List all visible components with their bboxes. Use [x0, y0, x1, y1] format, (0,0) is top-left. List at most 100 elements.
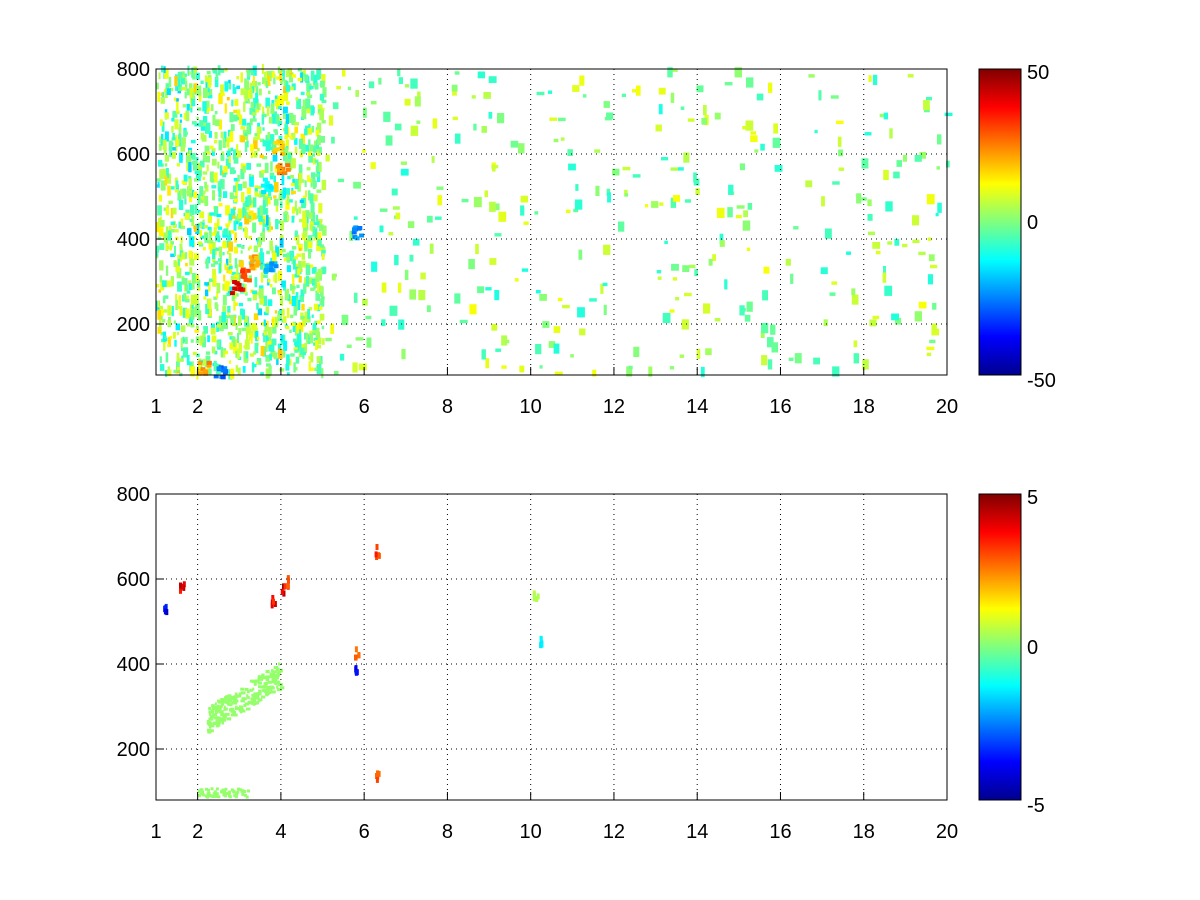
top-heatmap-cell: [206, 151, 211, 155]
top-heatmap-cell: [295, 356, 300, 364]
top-heatmap-cell: [193, 225, 197, 232]
top-heatmap-cell: [277, 123, 281, 127]
top-heatmap-cell: [353, 216, 358, 220]
top-heatmap-cell: [182, 307, 188, 318]
top-heatmap-cell: [234, 198, 239, 203]
bottom-heatmap-cell: [223, 789, 227, 793]
top-heatmap-cell: [575, 184, 579, 191]
top-heatmap-cell: [311, 153, 315, 157]
top-heatmap-cell: [266, 106, 270, 117]
bottom-y-tick-label: 200: [117, 739, 150, 761]
top-feature-cell: [261, 183, 266, 188]
top-heatmap-cell: [212, 248, 216, 260]
top-heatmap-cell: [290, 251, 293, 262]
top-heatmap-cell: [216, 340, 220, 348]
bottom-heatmap-cell: [277, 673, 280, 677]
top-heatmap-cell: [202, 171, 208, 175]
top-heatmap-cell: [404, 84, 410, 88]
top-heatmap-cell: [178, 199, 184, 210]
top-heatmap-cell: [320, 244, 324, 248]
top-heatmap-cell: [306, 275, 310, 286]
top-heatmap-cell: [159, 169, 163, 180]
top-heatmap-cell: [222, 283, 227, 291]
top-heatmap-cell: [301, 179, 305, 183]
top-heatmap-cell: [280, 334, 284, 342]
top-heatmap-cell: [188, 317, 194, 324]
top-heatmap-cell: [489, 258, 497, 265]
top-heatmap-cell: [256, 358, 262, 365]
top-heatmap-cell: [169, 243, 172, 251]
top-heatmap-cell: [265, 363, 271, 367]
top-heatmap-cell: [270, 134, 275, 145]
top-heatmap-cell: [292, 178, 295, 186]
top-heatmap-cell: [214, 247, 220, 251]
top-feature-cell: [220, 368, 226, 373]
bottom-heatmap-cell: [222, 793, 226, 797]
top-heatmap-cell: [226, 97, 230, 101]
top-x-tick-label: 2: [192, 396, 203, 418]
bottom-x-tick-label: 1: [150, 821, 161, 843]
top-heatmap-cell: [349, 230, 354, 241]
top-heatmap-cell: [182, 104, 187, 108]
top-feature-cell: [206, 363, 212, 368]
top-heatmap-cell: [902, 243, 908, 248]
top-heatmap-cell: [275, 246, 280, 257]
top-heatmap-cell: [203, 296, 207, 300]
top-heatmap-cell: [159, 220, 165, 227]
bottom-heatmap-cell: [278, 662, 281, 666]
top-heatmap-cell: [719, 240, 725, 247]
top-heatmap-cell: [175, 184, 179, 192]
top-heatmap-cell: [267, 279, 271, 283]
top-heatmap-cell: [568, 163, 576, 171]
top-heatmap-cell: [233, 300, 236, 311]
top-heatmap-cell: [296, 253, 302, 257]
top-heatmap-cell: [488, 111, 493, 119]
top-feature-cell: [273, 140, 279, 145]
top-heatmap-cell: [321, 296, 325, 307]
top-heatmap-cell: [234, 339, 238, 346]
top-heatmap-cell: [362, 149, 366, 153]
top-heatmap-cell: [237, 367, 241, 375]
top-heatmap-cell: [388, 232, 394, 236]
top-heatmap-cell: [245, 211, 249, 219]
top-heatmap-cell: [186, 323, 191, 327]
bottom-feature-cell: [182, 584, 186, 591]
top-y-tick-label: 600: [117, 144, 150, 166]
top-heatmap-cell: [451, 84, 458, 92]
top-heatmap-cell: [282, 248, 286, 253]
top-heatmap-cell: [260, 233, 263, 237]
bottom-heatmap-cell: [252, 697, 256, 701]
top-heatmap-cell: [296, 323, 300, 334]
top-heatmap-cell: [314, 228, 318, 239]
top-heatmap-cell: [370, 162, 376, 169]
top-heatmap-cell: [883, 112, 888, 120]
bottom-heatmap-cell: [274, 675, 279, 679]
top-heatmap-cell: [291, 295, 297, 307]
top-heatmap-cell: [161, 309, 164, 316]
top-heatmap-cell: [622, 166, 631, 171]
top-heatmap-cell: [297, 299, 301, 310]
top-heatmap-cell: [320, 267, 326, 275]
top-feature-cell: [272, 261, 278, 266]
top-heatmap-cell: [282, 140, 285, 145]
top-heatmap-cell: [271, 141, 277, 152]
top-heatmap-cell: [304, 332, 308, 340]
bottom-heatmap-cell: [254, 694, 259, 697]
top-heatmap-cell: [238, 114, 243, 125]
top-heatmap-cell: [595, 185, 600, 196]
top-heatmap-cell: [285, 113, 289, 124]
top-heatmap-cell: [325, 337, 332, 342]
top-heatmap-cell: [352, 362, 358, 373]
top-heatmap-cell: [194, 253, 199, 261]
top-heatmap-cell: [851, 294, 859, 305]
top-heatmap-cell: [202, 152, 207, 163]
top-heatmap-cell: [325, 154, 330, 162]
bottom-feature-cell: [354, 646, 358, 653]
top-heatmap-cell: [228, 241, 233, 252]
top-heatmap-cell: [308, 85, 314, 90]
top-heatmap-cell: [224, 280, 230, 292]
bottom-heatmap-cell: [199, 792, 203, 796]
top-heatmap-cell: [317, 219, 323, 223]
top-heatmap-cell: [207, 335, 210, 343]
